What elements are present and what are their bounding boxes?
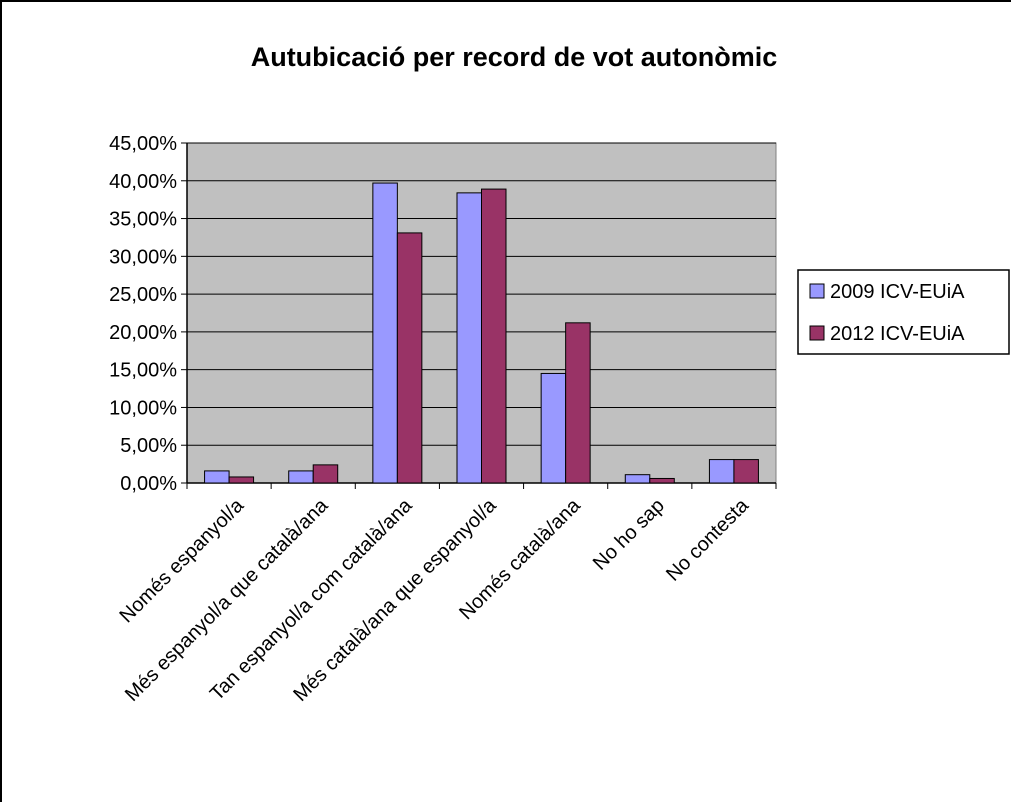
bar-series-1 [540,372,567,484]
plot-area: 0,00% 5,00% 10,00% 15,00% 20,00% 25,00% 30,00%… [109,133,777,706]
y-tick-label: 25,00% [109,284,177,306]
chart-title: Autubicació per record de vot autonòmic [251,42,778,72]
bar-series-1 [204,470,230,484]
legend-label: 2009 ICV-EUiA [830,281,965,303]
y-tick-label: 45,00% [109,133,177,155]
bar-series-2 [228,476,255,484]
bar-series-1 [456,192,482,484]
bar-series-1 [708,459,735,484]
bar-series-2 [733,459,759,484]
legend-swatch [809,325,825,341]
legend-swatch [809,283,825,299]
bar-series-2 [481,188,507,484]
bar-series-1 [288,470,314,484]
legend: 2009 ICV-EUiA 2012 ICV-EUiA [797,269,1010,355]
y-tick-label: 30,00% [109,246,177,268]
x-tick-label: No ho sap [589,495,669,575]
x-tick-label: No contesta [662,494,754,586]
legend-label: 2012 ICV-EUiA [830,323,965,345]
y-tick-label: 20,00% [109,322,177,344]
bar-series-2 [565,322,591,484]
bar-series-2 [396,232,423,484]
y-tick-label: 10,00% [109,397,177,419]
y-tick-label: 5,00% [120,435,177,457]
legend-box [797,269,1010,355]
y-tick-label: 0,00% [120,473,177,495]
y-tick-label: 15,00% [109,360,177,382]
bar-series-1 [624,474,651,484]
bar-series-2 [312,464,339,484]
bar-series-1 [372,182,398,484]
y-tick-label: 35,00% [109,209,177,231]
bar-series-2 [649,477,675,484]
y-tick-label: 40,00% [109,171,177,193]
